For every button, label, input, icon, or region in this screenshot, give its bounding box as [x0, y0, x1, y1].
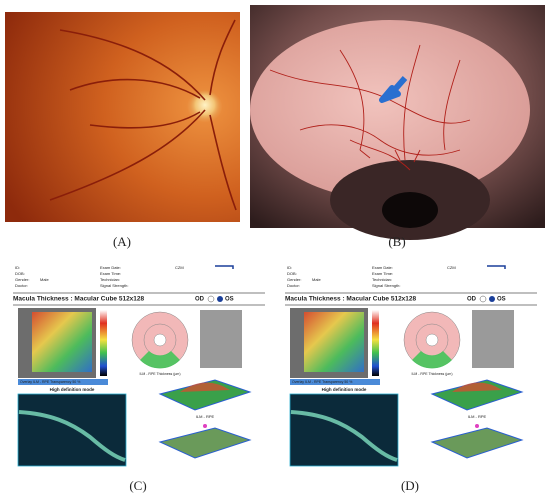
field-label: Technician:: [372, 277, 392, 282]
field-label: ID:: [15, 265, 20, 270]
retina-layer: [18, 410, 126, 462]
report-title: Macula Thickness : Macular Cube 512x128: [13, 296, 145, 303]
od-radio: [479, 295, 487, 303]
color-bar: [100, 310, 107, 376]
arrow: [379, 76, 408, 103]
gender: Male: [312, 277, 321, 282]
overlay: Overlay ILM - RPE Transparency 50 %: [20, 380, 80, 384]
mode: High definition mode: [50, 387, 95, 392]
field-label: Signal Strength:: [100, 283, 128, 288]
map-label: ILM - RPE: [196, 414, 215, 419]
pupil: [382, 192, 438, 228]
logo: [215, 265, 234, 269]
thickness-map: [304, 312, 364, 372]
field-label: Exam Date:: [100, 265, 121, 270]
os: OS: [497, 297, 506, 303]
panel-label: (B): [388, 234, 405, 249]
field-label: Exam Time:: [100, 271, 121, 276]
slo-image: [200, 310, 242, 368]
field-label: Doctor:: [287, 283, 300, 288]
od: OD: [195, 297, 205, 303]
mode: High definition mode: [322, 387, 367, 392]
field-label: ID:: [287, 265, 292, 270]
field-label: Technician:: [100, 277, 120, 282]
os: OS: [225, 297, 234, 303]
marker: [475, 424, 479, 428]
panel-label: (A): [113, 234, 131, 249]
device: CZM: [175, 265, 184, 270]
thickness-label: ILM - RPE Thickness (µm): [411, 372, 452, 376]
map-3d-peak: [180, 382, 230, 392]
etdrs-bottom: [412, 351, 452, 369]
panel-label: (C): [129, 478, 146, 493]
b-scan: [17, 393, 127, 467]
od-radio: [207, 295, 215, 303]
slo-image: [472, 310, 514, 368]
map-3d-bottom: [430, 427, 524, 459]
retina-layer: [290, 410, 398, 462]
field-label: Exam Date:: [372, 265, 393, 270]
retinal-vessels: [49, 19, 237, 211]
os-radio: [489, 296, 495, 302]
map-3d-peak: [452, 382, 502, 392]
etdrs-center: [153, 333, 167, 347]
thickness-label: ILM - RPE Thickness (µm): [139, 372, 180, 376]
field-label: DOB:: [15, 271, 25, 276]
map-3d-bottom: [158, 427, 252, 459]
sclera: [250, 20, 530, 200]
overlay-bar: [18, 379, 108, 385]
field-label: Gender:: [15, 277, 29, 282]
overlay-bar: [290, 379, 380, 385]
os-radio: [217, 296, 223, 302]
field-label: Gender:: [287, 277, 301, 282]
color-bar: [372, 310, 379, 376]
marker: [203, 424, 207, 428]
field-label: DOB:: [287, 271, 297, 276]
gender: Male: [40, 277, 49, 282]
etdrs-center: [425, 333, 439, 347]
etdrs-bottom: [140, 351, 180, 369]
logo: [487, 265, 506, 269]
map-label: ILM - RPE: [468, 414, 487, 419]
od: OD: [467, 297, 477, 303]
overlay: Overlay ILM - RPE Transparency 50 %: [292, 380, 352, 384]
thickness-map: [32, 312, 92, 372]
field-label: Signal Strength:: [372, 283, 400, 288]
report-title: Macula Thickness : Macular Cube 512x128: [285, 296, 417, 303]
field-label: Exam Time:: [372, 271, 393, 276]
device: CZM: [447, 265, 456, 270]
panel-label: (D): [401, 478, 419, 493]
field-label: Doctor:: [15, 283, 28, 288]
b-scan: [289, 393, 399, 467]
